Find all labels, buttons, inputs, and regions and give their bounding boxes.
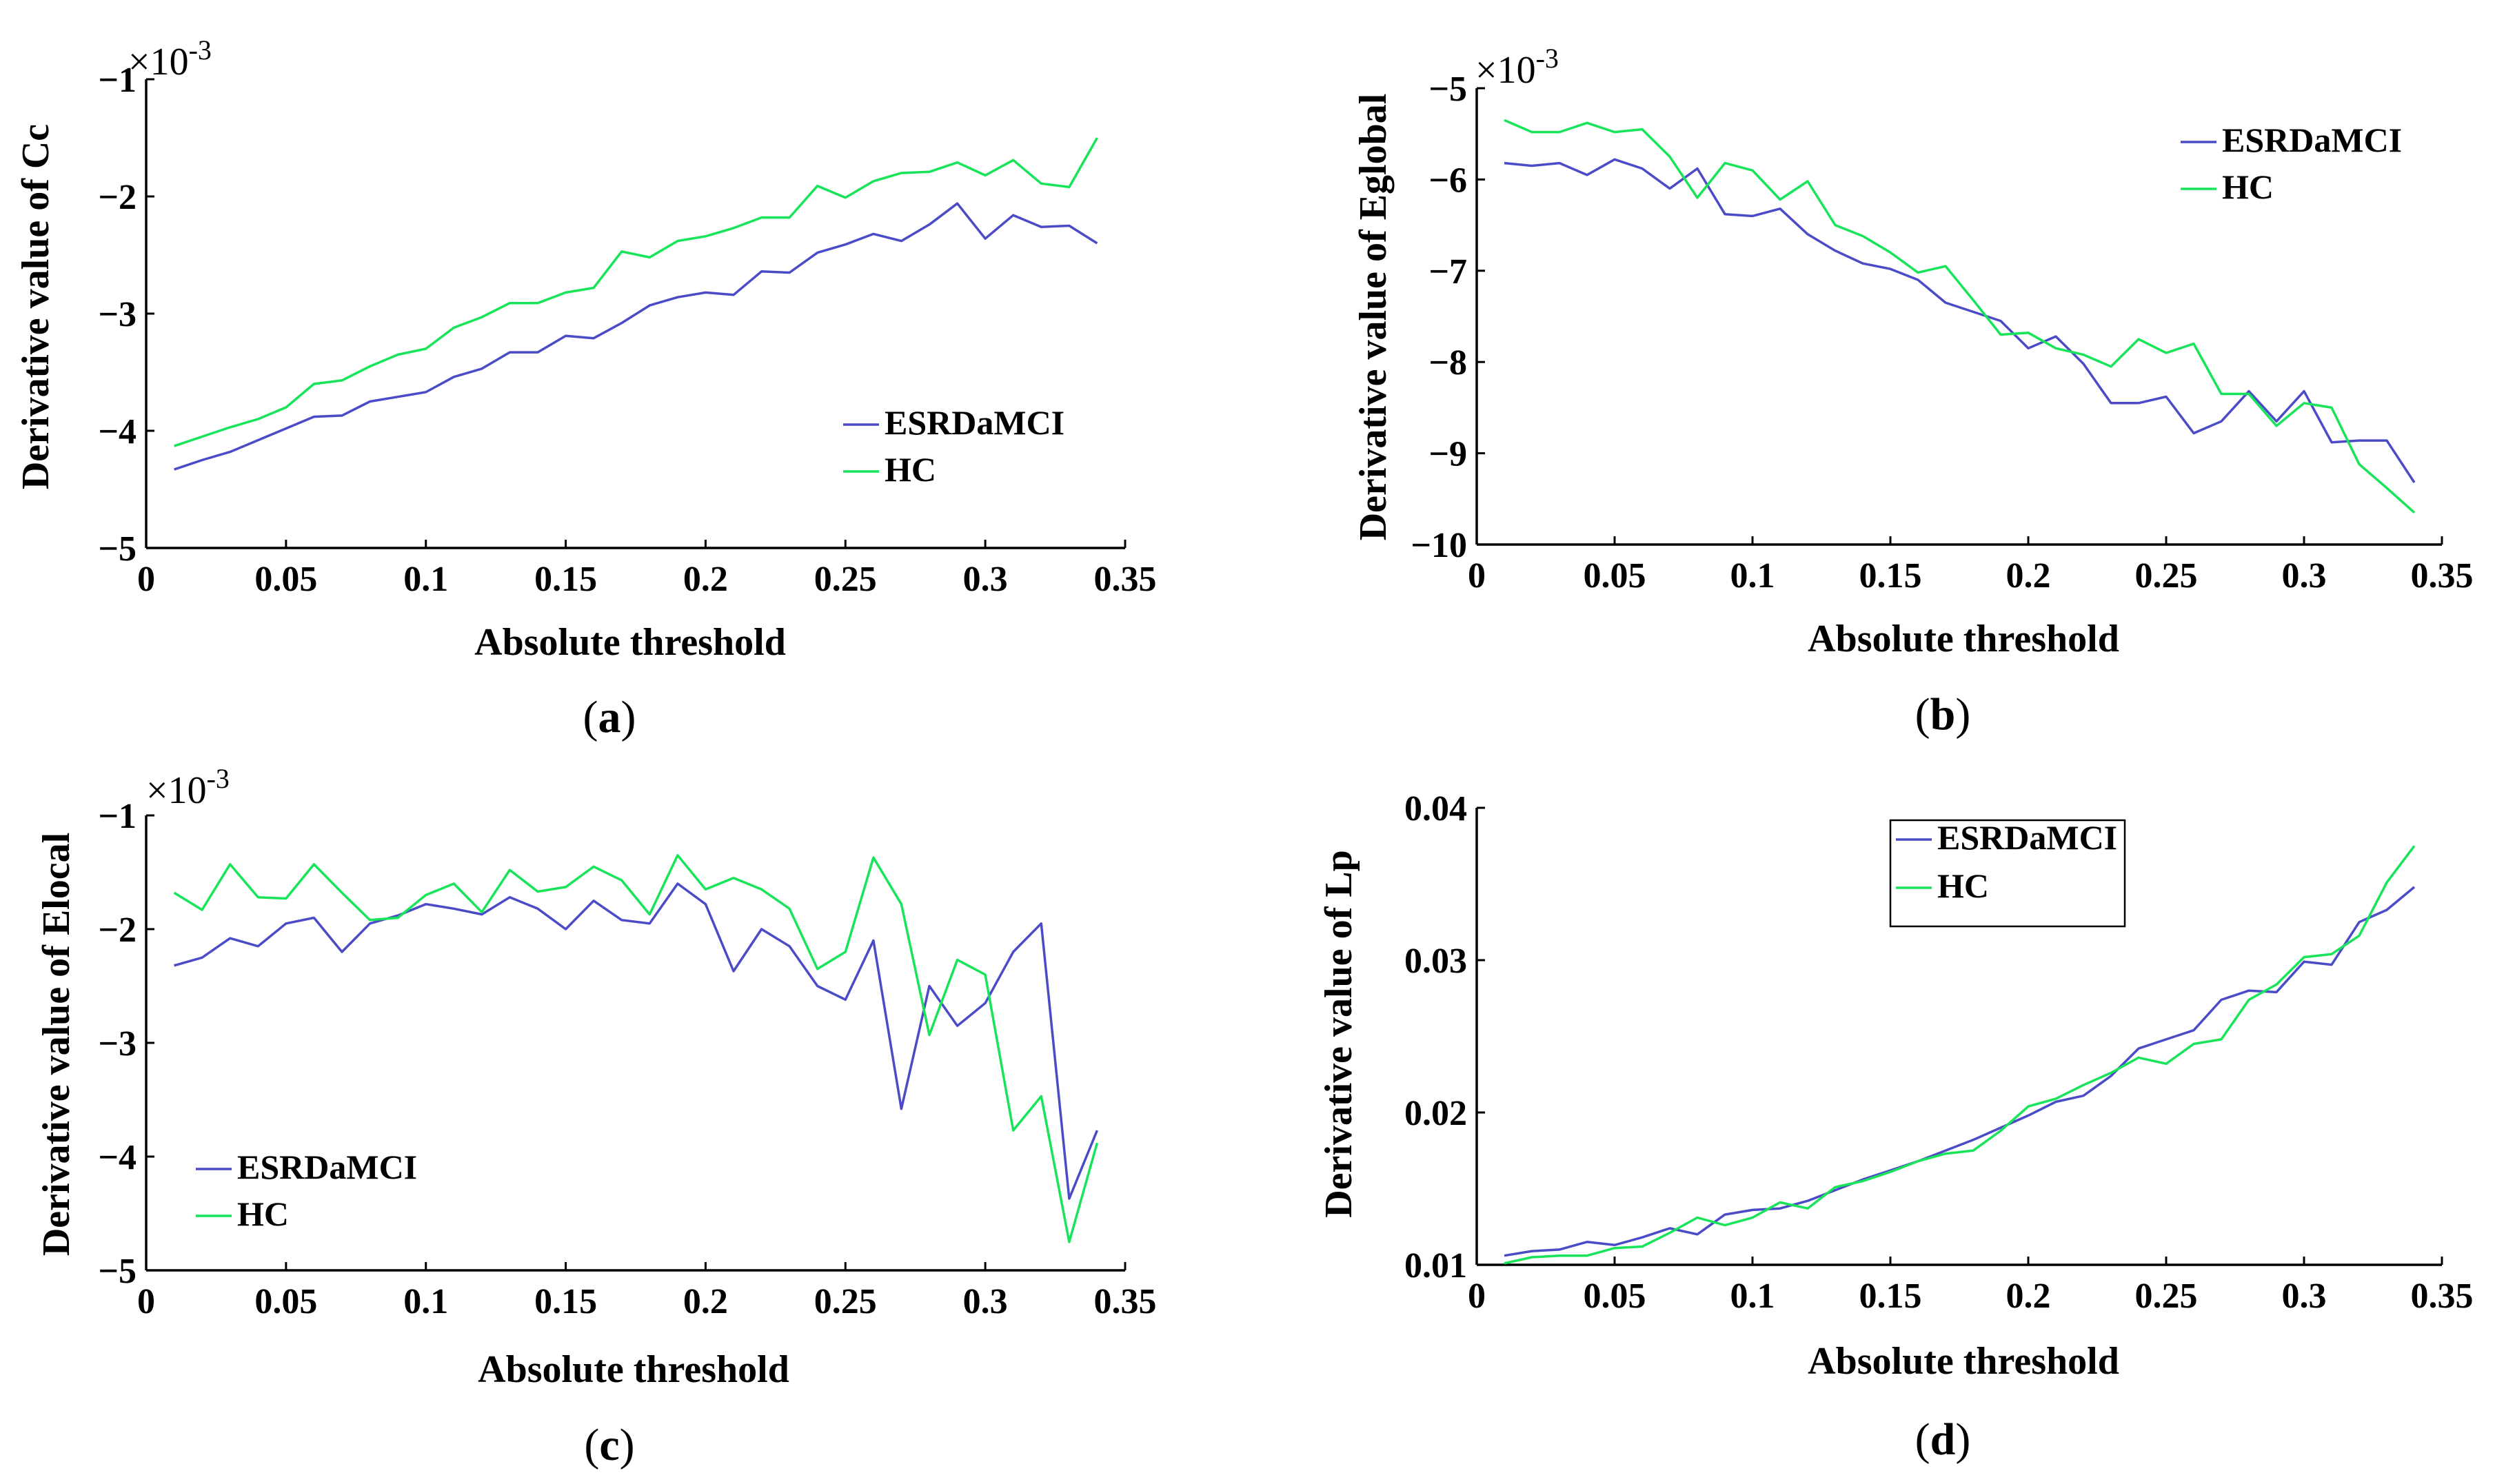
x-tick-label: 0.3 xyxy=(963,1282,1008,1321)
x-tick-label: 0.2 xyxy=(683,1282,728,1321)
x-tick-label: 0.35 xyxy=(1094,1282,1157,1321)
x-tick-label: 0.2 xyxy=(2006,1277,2051,1316)
y-tick-label: −1 xyxy=(98,61,137,100)
panel-b-plot: 0 0.05 0.1 0.15 0.2 0.25 0.3 0.35 −10 −9 −8 −7 −6 −5 xyxy=(1411,70,2473,596)
panel-c: ×10-3 Derivative value of Elocal Absolut… xyxy=(35,763,1157,1470)
panel-c-scale: ×10-3 xyxy=(146,763,230,812)
x-tick-label: 0 xyxy=(1468,556,1486,596)
x-tick-label: 0.25 xyxy=(814,560,877,599)
y-tick-label: 0.04 xyxy=(1404,789,1467,829)
x-tick-label: 0.2 xyxy=(2006,556,2051,596)
panel-d-ylabel: Derivative value of Lp xyxy=(1317,850,1360,1217)
x-tick-label: 0.1 xyxy=(1730,1277,1775,1316)
y-tick-label: −3 xyxy=(98,1024,137,1064)
y-tick-label: 0.01 xyxy=(1404,1246,1467,1285)
x-tick-label: 0.1 xyxy=(403,1282,448,1321)
series-line-esrdamci xyxy=(174,202,1098,471)
panel-c-xlabel: Absolute threshold xyxy=(478,1348,789,1391)
y-tick-label: −2 xyxy=(98,911,137,950)
series-line-hc xyxy=(1504,119,2416,514)
series-line-esrdamci xyxy=(1504,886,2416,1257)
x-tick-label: 0.15 xyxy=(534,560,597,599)
panel-c-plot: 0 0.05 0.1 0.15 0.2 0.25 0.3 0.35 −5 −4 −3 −2 −1 xyxy=(98,797,1156,1321)
x-tick-label: 0.1 xyxy=(403,560,448,599)
legend-label-hc: HC xyxy=(2222,167,2274,206)
x-tick-label: 0 xyxy=(1468,1277,1486,1316)
x-tick-label: 0.05 xyxy=(1584,1277,1646,1316)
x-tick-label: 0.05 xyxy=(254,560,317,599)
x-tick-label: 0.3 xyxy=(2282,556,2327,596)
panel-a-legend: ESRDaMCI HC xyxy=(843,403,1064,489)
x-tick-label: 0.25 xyxy=(2135,1277,2198,1316)
legend-label-esrdamci: ESRDaMCI xyxy=(2222,121,2402,159)
panel-b-ylabel: Derivative value of Eglobal xyxy=(1352,94,1395,541)
x-tick-label: 0.1 xyxy=(1730,556,1775,596)
x-tick-label: 0.35 xyxy=(1094,560,1157,599)
panel-a-caption: (a) xyxy=(583,692,636,742)
x-tick-label: 0.05 xyxy=(254,1282,317,1321)
y-tick-label: −9 xyxy=(1428,435,1467,474)
x-tick-label: 0 xyxy=(137,1282,155,1321)
panel-c-caption: (c) xyxy=(584,1420,634,1470)
y-tick-label: −6 xyxy=(1428,161,1467,200)
y-tick-label: −7 xyxy=(1428,252,1467,292)
y-tick-label: 0.03 xyxy=(1404,942,1467,981)
panel-a-xlabel: Absolute threshold xyxy=(474,621,786,664)
legend-box xyxy=(1889,819,2126,928)
x-tick-label: 0.15 xyxy=(1859,556,1922,596)
panel-b-caption: (b) xyxy=(1915,689,1971,740)
x-tick-label: 0.05 xyxy=(1584,556,1646,596)
panel-b: ×10-3 Derivative value of Eglobal Absolu… xyxy=(1352,43,2474,740)
series-line-esrdamci xyxy=(1504,158,2416,483)
y-tick-label: −4 xyxy=(98,1138,137,1177)
y-tick-label: −3 xyxy=(98,295,137,334)
panel-d-caption: (d) xyxy=(1915,1414,1971,1465)
y-tick-label: 0.02 xyxy=(1404,1094,1467,1133)
panel-a: ×10-3 Derivative value of Cc Absolute th… xyxy=(14,34,1157,742)
x-tick-label: 0.25 xyxy=(2135,556,2198,596)
legend-label-hc: HC xyxy=(885,450,936,489)
x-tick-label: 0.15 xyxy=(1859,1277,1922,1316)
y-tick-label: −5 xyxy=(98,529,137,569)
x-tick-label: 0.25 xyxy=(814,1282,877,1321)
legend-label-esrdamci: ESRDaMCI xyxy=(885,403,1064,442)
panel-d: Derivative value of Lp Absolute threshol… xyxy=(1317,789,2474,1465)
y-tick-label: −4 xyxy=(98,412,137,451)
legend-label-esrdamci: ESRDaMCI xyxy=(237,1148,417,1186)
panel-b-legend: ESRDaMCI HC xyxy=(2181,121,2402,206)
panel-b-xlabel: Absolute threshold xyxy=(1808,618,2119,660)
x-tick-label: 0.2 xyxy=(683,560,728,599)
panel-c-ylabel: Derivative value of Elocal xyxy=(35,833,78,1256)
panel-d-legend: ESRDaMCI HC xyxy=(1889,818,2126,928)
y-tick-label: −5 xyxy=(1428,70,1467,109)
y-tick-label: −1 xyxy=(98,797,137,836)
x-tick-label: 0.3 xyxy=(2282,1277,2327,1316)
series-line-hc xyxy=(174,137,1098,447)
x-tick-label: 0.3 xyxy=(963,560,1008,599)
panel-a-ylabel: Derivative value of Cc xyxy=(14,124,57,489)
y-tick-label: −2 xyxy=(98,178,137,217)
panel-a-scale: ×10-3 xyxy=(128,34,212,83)
y-tick-label: −5 xyxy=(98,1252,137,1291)
x-tick-label: 0.35 xyxy=(2411,1277,2474,1316)
panel-c-legend: ESRDaMCI HC xyxy=(196,1148,417,1233)
series-line-hc xyxy=(173,854,1099,1243)
series-line-esrdamci xyxy=(174,882,1099,1200)
panel-a-plot: 0 0.05 0.1 0.15 0.2 0.25 0.3 0.35 −5 −4 −3 −2 −1 xyxy=(98,61,1156,599)
panel-d-plot: 0 0.05 0.1 0.15 0.2 0.25 0.3 0.35 0.01 0.02 0.03 0.… xyxy=(1404,789,2474,1316)
x-tick-label: 0.15 xyxy=(534,1282,597,1321)
legend-label-esrdamci: ESRDaMCI xyxy=(1937,818,2117,857)
legend-label-hc: HC xyxy=(1937,866,1989,905)
panel-b-scale: ×10-3 xyxy=(1475,43,1559,92)
y-tick-label: −10 xyxy=(1411,526,1467,565)
series-line-hc xyxy=(1504,845,2416,1265)
x-tick-label: 0.35 xyxy=(2411,556,2474,596)
panel-d-xlabel: Absolute threshold xyxy=(1808,1340,2119,1383)
legend-label-hc: HC xyxy=(237,1195,289,1233)
x-tick-label: 0 xyxy=(137,560,155,599)
y-tick-label: −8 xyxy=(1428,343,1467,383)
